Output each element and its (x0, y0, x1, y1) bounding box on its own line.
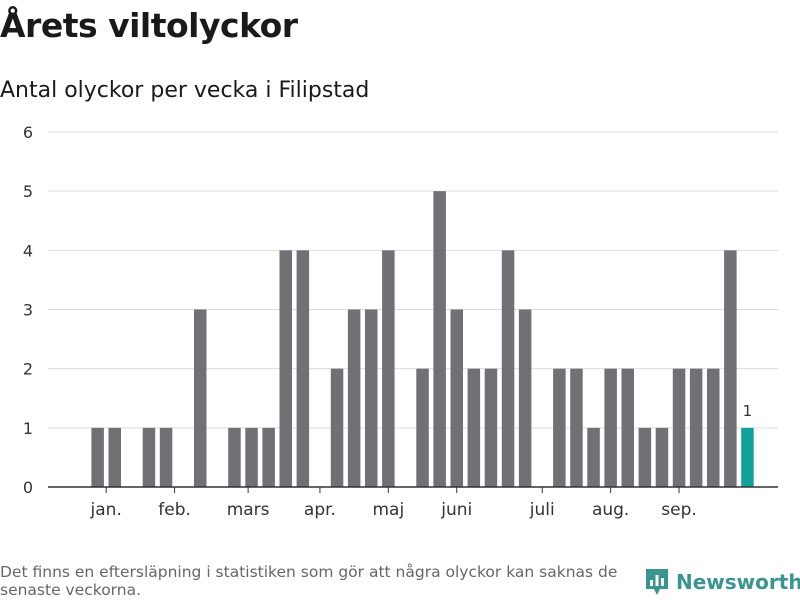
bar (707, 368, 720, 487)
x-tick-label: maj (372, 500, 404, 520)
bar (279, 250, 292, 487)
axes: 0 1 2 3 4 5 6 1 jan. feb. mars apr. maj juni juli aug. s… (23, 123, 778, 520)
bar (382, 250, 395, 487)
bar (501, 250, 515, 487)
y-tick-label: 1 (23, 419, 33, 438)
footnote: Det finns en eftersläpning i statistiken… (0, 563, 618, 599)
bar (228, 427, 241, 487)
bar (433, 191, 446, 487)
chart-subtitle: Antal olyckor per vecka i Filipstad (0, 78, 370, 103)
bar (365, 309, 378, 487)
y-tick-label: 0 (23, 478, 33, 497)
data-label: 1 (743, 402, 753, 420)
bar (604, 368, 617, 487)
bar (194, 309, 207, 487)
x-tick-label: juli (529, 500, 555, 520)
bar (689, 368, 703, 487)
bar (330, 368, 344, 487)
x-tick-label: juni (440, 500, 472, 520)
bar (518, 309, 532, 487)
bar-highlight (741, 427, 754, 487)
chart-title: Årets viltolyckor (0, 6, 298, 45)
bar (553, 368, 566, 487)
bar (416, 368, 429, 487)
newsworthy-icon (646, 569, 668, 595)
bar (296, 250, 310, 487)
x-tick-label: jan. (90, 500, 122, 520)
x-tick-label: sep. (661, 500, 697, 520)
bar (159, 427, 173, 487)
bar (484, 368, 498, 487)
bar-chart: 0 1 2 3 4 5 6 1 jan. feb. mars apr. maj juni juli aug. s… (23, 123, 778, 520)
bar (587, 427, 600, 487)
y-tick-label: 3 (23, 301, 33, 320)
x-tick-label: feb. (158, 500, 191, 520)
x-tick-label: apr. (304, 500, 336, 520)
y-tick-label: 4 (23, 241, 33, 260)
bar (91, 427, 104, 487)
bar (262, 427, 275, 487)
y-tick-label: 5 (23, 182, 33, 201)
grid (48, 131, 778, 429)
brand-name: Newsworthy (676, 570, 800, 594)
bar (570, 368, 583, 487)
bar (621, 368, 634, 487)
bar (347, 309, 361, 487)
bar (142, 427, 156, 487)
x-tick-label: mars (227, 500, 270, 520)
bar (638, 427, 652, 487)
bar (108, 427, 121, 487)
bar (245, 427, 258, 487)
bar (724, 250, 737, 487)
bar (672, 368, 686, 487)
bar (655, 427, 669, 487)
x-tick-label: aug. (592, 500, 629, 520)
y-tick-label: 6 (23, 123, 33, 142)
y-tick-label: 2 (23, 360, 33, 379)
bar (450, 309, 463, 487)
bar (467, 368, 481, 487)
bars (91, 191, 754, 487)
newsworthy-logo[interactable]: Newsworthy (644, 567, 800, 597)
